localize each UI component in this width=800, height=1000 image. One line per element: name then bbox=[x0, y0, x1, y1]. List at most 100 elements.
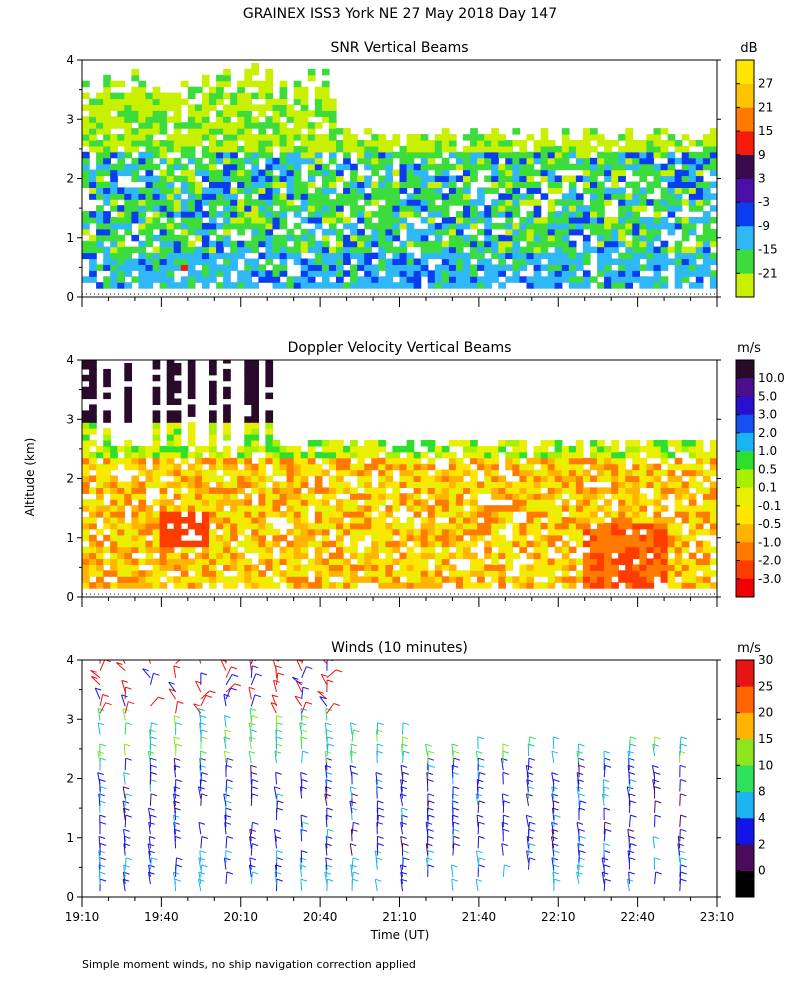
heat-cell bbox=[547, 487, 556, 494]
heat-cell bbox=[371, 282, 379, 289]
wind-barb bbox=[250, 715, 253, 728]
heat-cell bbox=[604, 252, 612, 260]
wind-barb bbox=[275, 729, 277, 742]
wind-barb-flag bbox=[150, 743, 157, 747]
heat-cell bbox=[590, 505, 598, 512]
heat-cell bbox=[96, 205, 104, 212]
heat-cell bbox=[286, 511, 295, 518]
heat-cell bbox=[582, 570, 591, 577]
wind-barb bbox=[326, 703, 335, 714]
heat-cell bbox=[209, 499, 217, 506]
heat-cell bbox=[674, 217, 683, 224]
heat-cell bbox=[201, 74, 210, 82]
wind-barb bbox=[299, 722, 303, 735]
heat-cell bbox=[230, 517, 238, 524]
heat-cell bbox=[441, 264, 450, 271]
heat-cell bbox=[272, 451, 281, 459]
heat-cell bbox=[336, 499, 344, 506]
heat-cell bbox=[180, 276, 189, 283]
heat-cell bbox=[434, 481, 443, 488]
heat-cell bbox=[237, 205, 245, 212]
wind-barb bbox=[349, 786, 353, 799]
heat-cell bbox=[498, 240, 506, 248]
heat-cell bbox=[554, 217, 563, 224]
heat-cell bbox=[82, 428, 90, 435]
wind-barb bbox=[350, 864, 353, 877]
wind-barb bbox=[324, 786, 328, 799]
heat-cell bbox=[117, 252, 125, 260]
heat-cell bbox=[117, 222, 125, 230]
heat-cell bbox=[293, 481, 302, 488]
heat-cell bbox=[681, 222, 690, 230]
heat-cell bbox=[455, 234, 464, 242]
heat-cell bbox=[547, 517, 556, 524]
heat-cell bbox=[568, 228, 577, 236]
heat-cell bbox=[286, 151, 295, 159]
heat-cell bbox=[498, 282, 506, 289]
heat-cell bbox=[321, 493, 330, 500]
heat-cell bbox=[357, 252, 365, 260]
heat-cell bbox=[491, 522, 499, 530]
heat-cell bbox=[505, 451, 513, 459]
heat-cell bbox=[244, 134, 252, 141]
heat-cell bbox=[399, 564, 408, 571]
heat-cell bbox=[709, 276, 717, 283]
heat-cell bbox=[131, 276, 140, 283]
heat-cell bbox=[343, 128, 351, 135]
heat-cell bbox=[364, 217, 372, 224]
heat-cell bbox=[173, 157, 182, 165]
heat-cell bbox=[336, 228, 344, 236]
heat-cell bbox=[554, 511, 563, 518]
heat-cell bbox=[124, 374, 132, 382]
heat-cell bbox=[173, 564, 182, 571]
heat-cell bbox=[314, 552, 323, 560]
wind-barb bbox=[326, 743, 329, 757]
heat-cell bbox=[201, 264, 210, 271]
heat-cell bbox=[455, 228, 464, 236]
heat-cell bbox=[646, 246, 655, 254]
heat-cell bbox=[223, 252, 231, 260]
heat-cell bbox=[279, 110, 288, 117]
heat-cell bbox=[406, 282, 415, 289]
heat-cell bbox=[512, 234, 521, 242]
heat-cell bbox=[82, 505, 90, 512]
heat-cell bbox=[216, 175, 224, 182]
heat-cell bbox=[124, 282, 132, 289]
heat-cell bbox=[547, 264, 556, 271]
heat-cell bbox=[293, 282, 302, 289]
heat-cell bbox=[505, 187, 513, 194]
heat-cell bbox=[512, 463, 521, 471]
heat-cell bbox=[230, 475, 238, 482]
heat-cell bbox=[209, 276, 217, 283]
heat-cell bbox=[413, 487, 422, 494]
heat-cell bbox=[540, 440, 549, 447]
heat-cell bbox=[590, 217, 598, 224]
heat-cell bbox=[187, 434, 196, 441]
heat-cell bbox=[321, 258, 330, 265]
heat-cell bbox=[491, 222, 499, 230]
heat-cell bbox=[590, 552, 598, 560]
heat-cell bbox=[321, 540, 330, 548]
heat-cell bbox=[89, 546, 97, 554]
heat-cell bbox=[103, 92, 111, 100]
heat-cell bbox=[688, 151, 697, 159]
heat-cell bbox=[96, 175, 104, 182]
heat-cell bbox=[364, 463, 372, 471]
heat-cell bbox=[321, 80, 330, 88]
heat-cell bbox=[321, 234, 330, 242]
heat-cell bbox=[618, 175, 626, 182]
heat-cell bbox=[103, 481, 111, 488]
heat-cell bbox=[187, 558, 196, 565]
heat-cell bbox=[399, 264, 408, 271]
heat-cell bbox=[681, 258, 690, 265]
heat-cell bbox=[258, 546, 267, 554]
heat-cell bbox=[237, 475, 245, 482]
heat-cell bbox=[420, 264, 429, 271]
wind-barb-flag bbox=[249, 828, 256, 832]
wind-barb-flag bbox=[350, 864, 357, 868]
heat-cell bbox=[477, 445, 485, 453]
heat-cell bbox=[618, 505, 626, 512]
heat-cell bbox=[251, 163, 259, 171]
heat-cell bbox=[89, 404, 97, 411]
heat-cell bbox=[441, 228, 450, 236]
